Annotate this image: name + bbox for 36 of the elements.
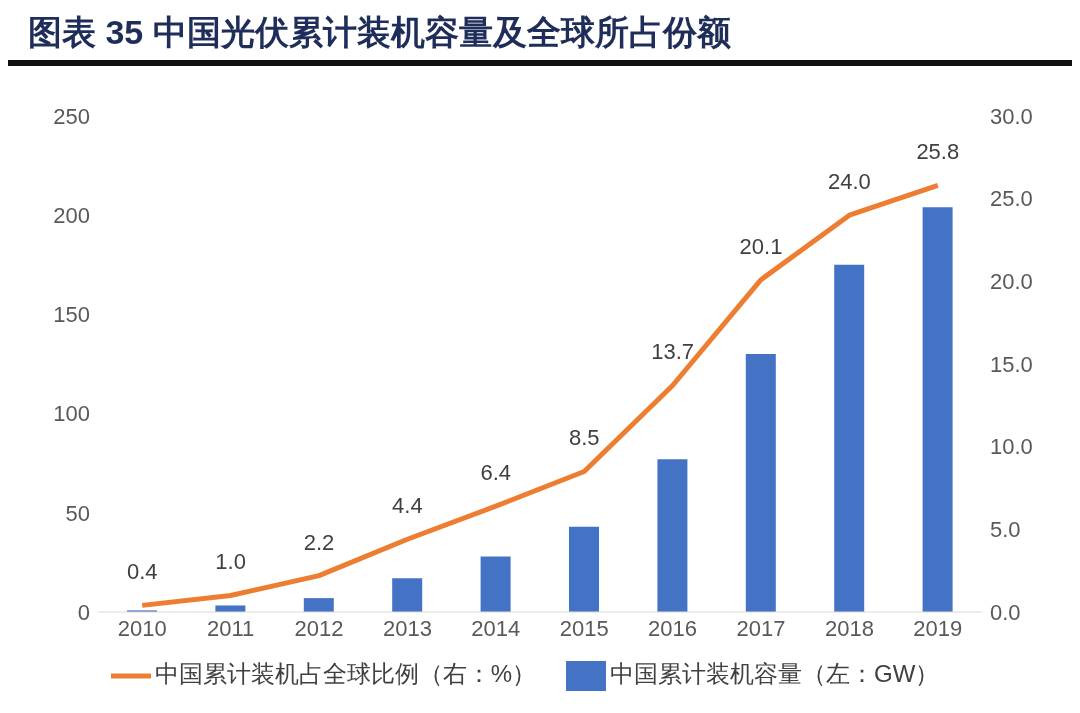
x-tick-label: 2012 — [294, 615, 344, 641]
y2-tick-label: 20.0 — [990, 269, 1033, 295]
chart-title: 图表 35 中国光伏累计装机容量及全球所占份额 — [8, 8, 1072, 66]
data-label: 13.7 — [651, 339, 695, 365]
legend-label: 中国累计装机容量（左：GW） — [610, 660, 940, 688]
x-tick-label: 2011 — [206, 615, 255, 641]
y2-tick-label: 5.0 — [990, 517, 1021, 543]
y-tick-label: 100 — [53, 401, 90, 427]
y2-tick-label: 30.0 — [990, 103, 1033, 129]
y-tick-label: 250 — [53, 103, 90, 129]
y-tick-label: 0 — [77, 599, 90, 625]
x-tick-label: 2019 — [913, 615, 963, 641]
x-tick-label: 2018 — [824, 615, 874, 641]
data-label: 6.4 — [480, 460, 512, 486]
y-tick-label: 50 — [65, 500, 90, 526]
data-label: 8.5 — [568, 425, 600, 451]
x-tick-label: 2016 — [648, 615, 698, 641]
y2-tick-label: 15.0 — [990, 351, 1033, 377]
y2-tick-label: 10.0 — [990, 434, 1033, 460]
data-label: 25.8 — [916, 139, 960, 165]
x-tick-label: 2013 — [382, 615, 432, 641]
x-tick-label: 2010 — [117, 615, 167, 641]
data-label: 20.1 — [739, 233, 783, 259]
data-label: 24.0 — [827, 169, 871, 195]
y2-tick-label: 0.0 — [990, 599, 1021, 625]
data-label: 0.4 — [126, 559, 158, 585]
y2-tick-label: 25.0 — [990, 186, 1033, 212]
data-label: 2.2 — [303, 529, 335, 555]
x-tick-label: 2017 — [736, 615, 786, 641]
data-label: 1.0 — [215, 549, 246, 575]
y-tick-label: 150 — [53, 302, 90, 328]
x-tick-label: 2015 — [559, 615, 609, 641]
y-tick-label: 200 — [53, 203, 90, 229]
data-label: 4.4 — [392, 493, 423, 519]
x-tick-label: 2014 — [471, 615, 521, 641]
legend-label: 中国累计装机占全球比例（右：%） — [154, 660, 536, 688]
